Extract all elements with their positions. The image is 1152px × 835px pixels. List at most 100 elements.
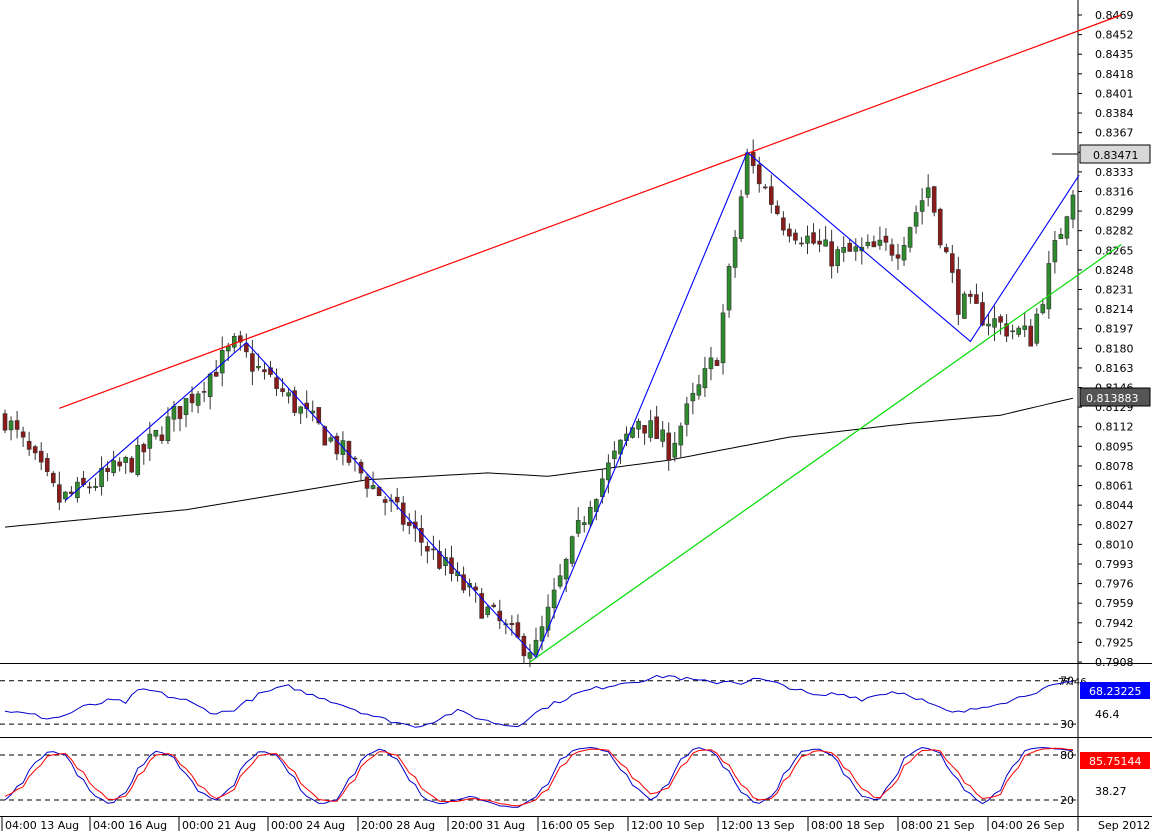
x-tick-label: 08:00 21 Sep bbox=[901, 819, 974, 831]
candle-body bbox=[654, 416, 659, 439]
y-tick-label: 0.7959 bbox=[1095, 597, 1134, 610]
stochastic-panel: 80 20 38.27 85.75144 bbox=[0, 746, 1152, 817]
candle-body bbox=[974, 294, 979, 304]
y-tick-label: 0.8401 bbox=[1095, 87, 1134, 100]
rsi-level-label: 30 bbox=[1060, 718, 1074, 731]
candle-body bbox=[648, 420, 653, 438]
y-tick-label: 0.8265 bbox=[1095, 244, 1134, 257]
candle-body bbox=[931, 186, 937, 213]
candle-body bbox=[87, 486, 92, 489]
candle-body bbox=[244, 343, 249, 353]
support-trendline bbox=[529, 244, 1122, 663]
candle-body bbox=[225, 345, 231, 352]
candle-body bbox=[594, 499, 599, 512]
candle-body bbox=[183, 398, 189, 416]
candle-body bbox=[775, 205, 780, 214]
candle-body bbox=[708, 357, 714, 370]
candle-body bbox=[714, 360, 720, 366]
candle-body bbox=[865, 241, 871, 246]
candle-body bbox=[799, 242, 804, 245]
candle-body bbox=[316, 407, 322, 424]
y-tick-label: 0.8367 bbox=[1095, 127, 1134, 140]
moving-average-box bbox=[1079, 387, 1151, 407]
x-tick-label: 20:00 31 Aug bbox=[451, 819, 525, 831]
candle-body bbox=[286, 392, 291, 397]
y-tick-label: 0.8333 bbox=[1095, 166, 1134, 179]
moving-average-line bbox=[4, 397, 1074, 528]
candle-body bbox=[44, 458, 50, 472]
y-tick-label: 0.8231 bbox=[1095, 283, 1134, 296]
y-tick-label: 0.8214 bbox=[1095, 303, 1134, 316]
candle-body bbox=[684, 403, 690, 425]
candle-body bbox=[238, 335, 243, 343]
candle-body bbox=[431, 548, 436, 551]
candle-body bbox=[292, 390, 297, 413]
candle-body bbox=[557, 575, 563, 587]
candle-body bbox=[660, 429, 665, 442]
candle-body bbox=[38, 450, 44, 463]
y-tick-label: 0.8010 bbox=[1095, 538, 1134, 551]
candle-body bbox=[756, 164, 762, 185]
candle-body bbox=[889, 244, 895, 256]
candle-body bbox=[762, 186, 768, 189]
candle-body bbox=[99, 468, 104, 488]
candle-body bbox=[491, 604, 497, 607]
candle-body bbox=[189, 393, 195, 404]
candle-body bbox=[406, 522, 412, 526]
x-tick-label: 00:00 24 Aug bbox=[271, 819, 345, 831]
candle-body bbox=[817, 240, 822, 245]
candle-body bbox=[726, 266, 732, 311]
candle-body bbox=[515, 622, 521, 638]
candle-body bbox=[600, 478, 605, 497]
candle-body bbox=[135, 444, 141, 475]
x-axis: 04:00 13 Aug 04:00 16 Aug 00:00 21 Aug 00:0… bbox=[1, 816, 1150, 832]
candle-body bbox=[32, 446, 38, 454]
candle-body bbox=[437, 551, 442, 569]
candle-body bbox=[171, 405, 177, 420]
candle-body bbox=[394, 496, 400, 503]
moving-average-label: 0.813883 bbox=[1086, 392, 1139, 405]
candle-body bbox=[539, 626, 545, 642]
candle-body bbox=[533, 639, 539, 656]
candle-body bbox=[853, 246, 859, 252]
candle-body bbox=[696, 384, 702, 396]
rsi-panel: 70 30 77.46 46.4 68.23225 bbox=[0, 675, 1152, 738]
candle-body bbox=[702, 368, 708, 389]
candle-body bbox=[298, 406, 303, 414]
y-tick-label: 0.8469 bbox=[1095, 9, 1134, 22]
candle-body bbox=[382, 499, 388, 503]
candle-body bbox=[551, 589, 557, 609]
stoch-level-label: 20 bbox=[1060, 794, 1074, 807]
last-price-label: 0.83471 bbox=[1093, 149, 1139, 162]
stoch-value-label: 85.75144 bbox=[1089, 755, 1142, 768]
candle-body bbox=[177, 406, 183, 419]
candle-body bbox=[883, 235, 889, 243]
candle-body bbox=[26, 440, 32, 450]
candle-body bbox=[111, 460, 116, 474]
candle-body bbox=[986, 323, 991, 327]
y-tick-label: 0.8316 bbox=[1095, 185, 1134, 198]
candle-body bbox=[364, 476, 370, 489]
y-tick-label: 0.8248 bbox=[1095, 264, 1134, 277]
candle-body bbox=[479, 593, 484, 619]
candle-body bbox=[768, 186, 774, 205]
y-tick-label: 0.8180 bbox=[1095, 342, 1134, 355]
candle-body bbox=[1070, 194, 1076, 220]
candle-body bbox=[871, 241, 877, 248]
candle-body bbox=[919, 200, 925, 212]
candle-body bbox=[1016, 327, 1021, 335]
x-tick-label: 04:00 26 Sep bbox=[991, 819, 1064, 831]
candle-body bbox=[370, 485, 376, 489]
candle-body bbox=[159, 434, 165, 441]
candle-body bbox=[738, 196, 744, 239]
stoch-extra-label: 38.27 bbox=[1095, 785, 1127, 798]
candle-body bbox=[1064, 216, 1070, 239]
candle-body bbox=[847, 242, 853, 252]
rsi-level-label: 70 bbox=[1060, 675, 1074, 688]
candle-body bbox=[581, 522, 587, 526]
candle-body bbox=[793, 232, 798, 241]
y-tick-label: 0.7993 bbox=[1095, 558, 1134, 571]
y-tick-label: 0.8452 bbox=[1095, 29, 1134, 42]
